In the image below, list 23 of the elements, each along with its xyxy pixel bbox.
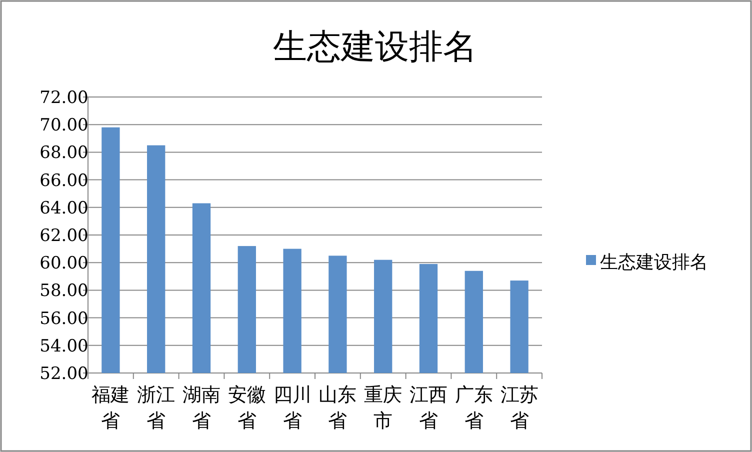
x-tick-label: 安徽省	[228, 384, 266, 432]
chart-title: 生态建设排名	[273, 27, 477, 67]
y-tick-label: 70.00	[40, 116, 88, 136]
x-tick-label: 湖南省	[182, 384, 220, 432]
y-tick-label: 68.00	[40, 143, 88, 164]
x-tick-label: 四川省	[273, 384, 312, 432]
legend-label: 生态建设排名	[600, 252, 708, 273]
y-tick-label: 60.00	[40, 254, 88, 274]
y-tick-label: 72.00	[40, 88, 88, 108]
y-tick-label: 54.00	[40, 336, 88, 356]
x-tick-label: 江西省	[410, 384, 448, 432]
y-tick-label: 56.00	[40, 308, 88, 329]
y-tick-label: 66.00	[40, 170, 88, 191]
x-tick-label: 广东省	[454, 384, 493, 432]
x-tick-label: 江苏省	[500, 384, 538, 432]
y-tick-label: 58.00	[40, 281, 88, 302]
y-tick-label: 52.00	[40, 364, 88, 384]
x-tick-label: 福建省	[92, 384, 130, 432]
y-tick-label: 64.00	[40, 198, 88, 218]
x-tick-label: 山东省	[318, 384, 357, 432]
x-tick-label: 浙江省	[137, 384, 176, 432]
x-tick-label: 重庆市	[364, 384, 402, 432]
y-tick-label: 62.00	[40, 226, 88, 246]
